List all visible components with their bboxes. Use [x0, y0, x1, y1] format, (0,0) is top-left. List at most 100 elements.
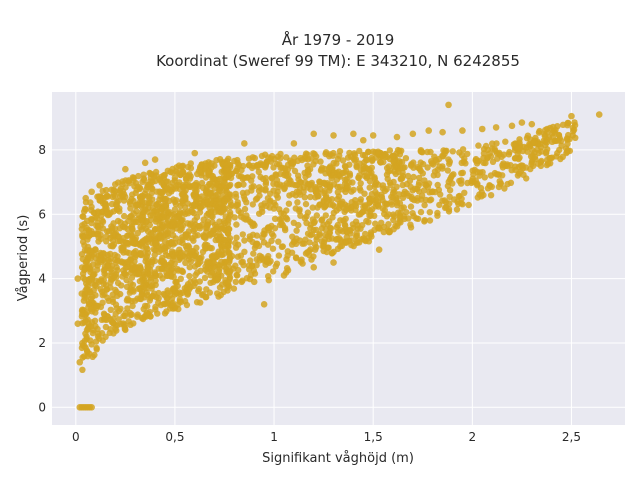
data-point — [320, 243, 327, 250]
data-point — [301, 194, 308, 201]
data-point — [259, 208, 266, 215]
data-point — [169, 169, 177, 176]
data-point — [542, 126, 549, 134]
data-point — [152, 168, 160, 176]
data-point — [222, 246, 229, 253]
data-point — [220, 218, 227, 225]
data-point — [518, 162, 525, 169]
data-point — [320, 221, 327, 228]
data-point — [283, 265, 291, 272]
data-point — [334, 196, 341, 203]
data-point — [537, 162, 545, 170]
data-point — [115, 316, 122, 323]
data-point — [326, 153, 333, 160]
data-point — [186, 264, 193, 271]
data-point — [595, 111, 603, 118]
data-point — [145, 233, 152, 240]
data-point — [260, 301, 268, 308]
data-point — [478, 125, 486, 133]
data-point — [419, 149, 426, 156]
data-point — [171, 174, 179, 181]
data-point — [126, 198, 134, 205]
data-point — [259, 234, 266, 241]
data-point — [170, 273, 177, 281]
data-point — [182, 187, 189, 194]
data-point — [216, 204, 223, 211]
data-point — [250, 278, 258, 286]
data-point — [254, 195, 261, 202]
data-point — [151, 251, 158, 259]
data-point — [486, 182, 493, 189]
data-point — [313, 233, 320, 241]
data-point — [107, 250, 114, 258]
data-point — [253, 256, 260, 263]
data-point — [378, 219, 385, 226]
data-point — [158, 205, 166, 213]
data-point — [294, 199, 301, 206]
data-point — [78, 251, 86, 258]
data-point — [103, 201, 110, 209]
data-point — [270, 180, 277, 188]
data-point — [113, 305, 121, 312]
data-point — [453, 206, 461, 213]
data-point — [336, 183, 344, 190]
data-point — [446, 200, 453, 207]
data-point — [489, 140, 496, 147]
data-point — [268, 175, 275, 182]
data-point — [268, 158, 275, 165]
data-point — [129, 302, 136, 310]
x-tick-label: 0 — [72, 430, 80, 444]
data-point — [445, 206, 453, 213]
data-point — [290, 140, 298, 147]
data-point — [346, 149, 353, 157]
data-point — [555, 137, 562, 144]
data-point — [381, 206, 388, 214]
data-point — [283, 207, 290, 214]
data-point — [104, 294, 111, 301]
data-point — [282, 226, 289, 234]
data-point — [549, 138, 556, 145]
data-point — [516, 144, 524, 152]
data-point — [80, 213, 87, 220]
data-point — [108, 200, 116, 208]
data-point — [147, 276, 155, 284]
y-tick-label: 0 — [38, 400, 46, 414]
data-point — [81, 276, 89, 283]
data-point — [293, 254, 300, 262]
data-point — [311, 151, 318, 158]
data-point — [210, 258, 217, 266]
data-point — [218, 183, 226, 190]
data-point — [81, 337, 88, 345]
data-point — [492, 124, 500, 131]
data-point — [121, 220, 129, 227]
data-point — [444, 182, 452, 190]
data-point — [564, 136, 571, 143]
data-point — [100, 194, 107, 202]
data-point — [215, 268, 223, 275]
data-point — [203, 212, 210, 219]
data-point — [156, 176, 163, 183]
data-point — [83, 347, 91, 355]
data-point — [275, 252, 283, 259]
data-point — [461, 189, 468, 196]
x-tick-label: 1,5 — [364, 430, 383, 444]
data-point — [360, 163, 367, 170]
data-point — [248, 187, 255, 194]
data-point — [113, 327, 120, 334]
data-point — [520, 171, 527, 178]
data-point — [99, 225, 107, 232]
data-point — [110, 220, 117, 227]
data-point — [330, 132, 337, 139]
data-point — [163, 269, 170, 276]
data-point — [299, 240, 306, 247]
data-point — [87, 295, 95, 303]
data-point — [346, 172, 354, 179]
data-point — [459, 127, 466, 134]
data-point — [357, 196, 364, 203]
data-point — [102, 323, 110, 331]
data-point — [279, 221, 286, 229]
y-axis-label: Vågperiod (s) — [16, 215, 31, 302]
data-point — [108, 272, 116, 279]
data-point — [193, 244, 200, 251]
data-point — [348, 241, 355, 249]
